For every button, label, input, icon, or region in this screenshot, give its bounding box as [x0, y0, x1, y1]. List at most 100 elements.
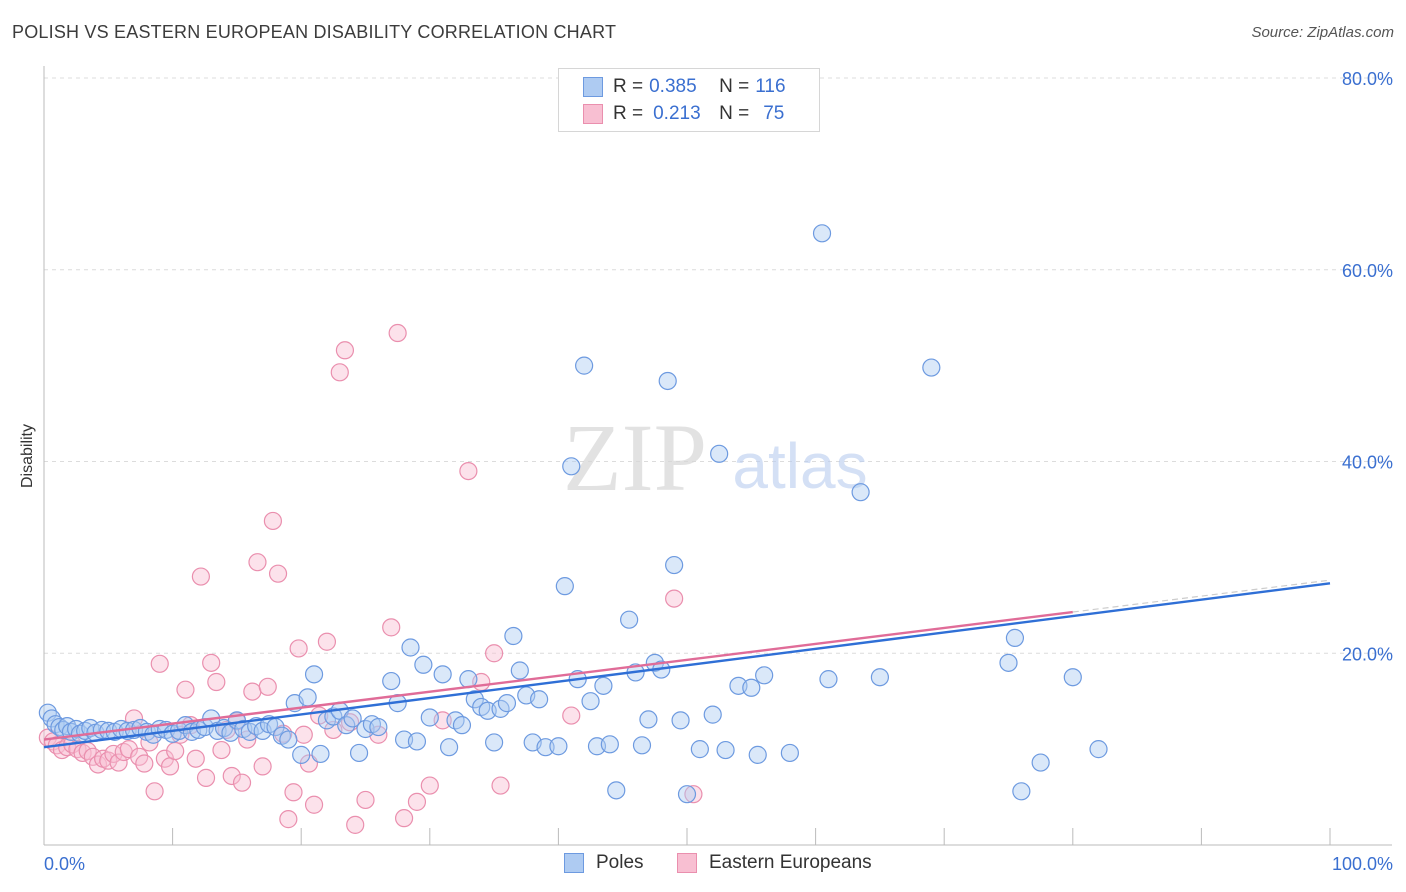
- poles-point: [748, 745, 767, 764]
- poles-point: [311, 744, 330, 764]
- eastern-point: [317, 632, 337, 651]
- chart-title: POLISH VS EASTERN EUROPEAN DISABILITY CO…: [12, 22, 617, 42]
- eastern-point: [186, 749, 205, 768]
- eastern-point: [263, 511, 283, 531]
- eastern-point: [388, 323, 407, 343]
- poles-point: [755, 666, 774, 685]
- eastern-trend-extension: [1072, 579, 1331, 613]
- eastern-point: [335, 341, 355, 360]
- eastern-r-value: 0.213: [653, 103, 701, 124]
- eastern-points: [38, 323, 703, 834]
- eastern-trend-line: [43, 610, 1073, 741]
- poles-point: [1012, 782, 1031, 801]
- poles-point: [497, 694, 517, 713]
- poles-point: [382, 671, 401, 691]
- poles-point: [510, 661, 529, 680]
- watermark-zip: ZIP: [563, 404, 707, 511]
- poles-point: [562, 457, 581, 476]
- gridlines: [44, 77, 1392, 654]
- y-tick-label: 80.0%: [1342, 69, 1393, 89]
- eastern-point: [491, 776, 510, 795]
- eastern-point: [562, 706, 581, 725]
- poles-point: [530, 690, 549, 709]
- poles-point: [349, 743, 369, 763]
- eastern-point: [150, 654, 169, 673]
- eastern-point: [665, 589, 684, 608]
- eastern-point: [212, 740, 231, 760]
- poles-point: [343, 709, 362, 728]
- poles-point: [690, 740, 709, 759]
- poles-point: [420, 708, 439, 727]
- poles-point: [620, 610, 639, 629]
- poles-swatch: [583, 77, 603, 97]
- eastern-point: [268, 564, 288, 583]
- poles-point: [298, 688, 317, 707]
- eastern-point: [248, 553, 267, 572]
- eastern-point: [330, 363, 349, 382]
- eastern-point: [346, 815, 365, 834]
- bottom-eastern-label: Eastern Europeans: [709, 852, 872, 873]
- poles-trend-line: [43, 582, 1331, 749]
- poles-point: [414, 655, 433, 674]
- poles-point: [703, 705, 722, 724]
- eastern-point: [166, 741, 185, 761]
- poles-point: [600, 735, 619, 754]
- eastern-swatch: [583, 104, 603, 124]
- poles-n-label: N =: [719, 76, 750, 97]
- poles-point: [555, 577, 574, 596]
- poles-point: [710, 444, 729, 463]
- poles-point: [407, 732, 427, 751]
- eastern-point: [459, 461, 478, 481]
- eastern-point: [485, 644, 504, 663]
- eastern-point: [202, 653, 221, 672]
- eastern-point: [176, 680, 195, 699]
- x-tick-label-min: 0.0%: [44, 854, 85, 874]
- eastern-point: [304, 795, 324, 814]
- eastern-point: [196, 768, 216, 787]
- eastern-point: [88, 755, 108, 774]
- bottom-eastern-swatch: [677, 853, 697, 873]
- eastern-n-value: 75: [763, 103, 785, 124]
- eastern-point: [420, 776, 439, 795]
- eastern-point: [258, 677, 277, 696]
- eastern-point: [145, 782, 164, 801]
- eastern-r-label: R =: [613, 103, 644, 124]
- poles-point: [870, 668, 890, 687]
- poles-point: [922, 358, 941, 377]
- poles-point: [549, 737, 568, 756]
- poles-point: [337, 716, 356, 735]
- source-credit: Source: ZipAtlas.com: [1251, 24, 1394, 41]
- poles-point: [819, 670, 838, 689]
- poles-point: [279, 730, 298, 749]
- eastern-point: [243, 682, 262, 701]
- bottom-poles-label: Poles: [596, 852, 644, 873]
- trend-lines: [43, 579, 1331, 749]
- poles-point: [575, 356, 594, 375]
- legend-row-eastern: R = 0.213 N = 75: [559, 100, 784, 128]
- eastern-point: [684, 785, 703, 804]
- poles-point: [485, 733, 504, 752]
- poles-point: [581, 692, 600, 711]
- poles-point: [536, 738, 555, 757]
- poles-point: [594, 676, 613, 695]
- legend-row-poles: R = 0.385 N = 116: [559, 73, 786, 101]
- eastern-point: [160, 757, 180, 776]
- poles-r-value: 0.385: [649, 76, 697, 97]
- eastern-point: [135, 754, 154, 773]
- eastern-point: [294, 725, 313, 744]
- eastern-point: [279, 810, 298, 829]
- eastern-point: [394, 809, 414, 828]
- watermark: ZIP atlas: [563, 404, 868, 511]
- eastern-point: [222, 766, 241, 786]
- poles-point: [780, 743, 799, 763]
- x-tick-label-max: 100.0%: [1332, 854, 1393, 874]
- eastern-point: [356, 790, 375, 810]
- bottom-legend-poles: Poles: [564, 852, 644, 874]
- poles-point: [639, 710, 658, 729]
- poles-point: [677, 785, 697, 804]
- poles-point: [304, 665, 324, 684]
- poles-point: [1005, 628, 1025, 648]
- poles-point: [812, 224, 832, 243]
- eastern-point: [109, 753, 128, 772]
